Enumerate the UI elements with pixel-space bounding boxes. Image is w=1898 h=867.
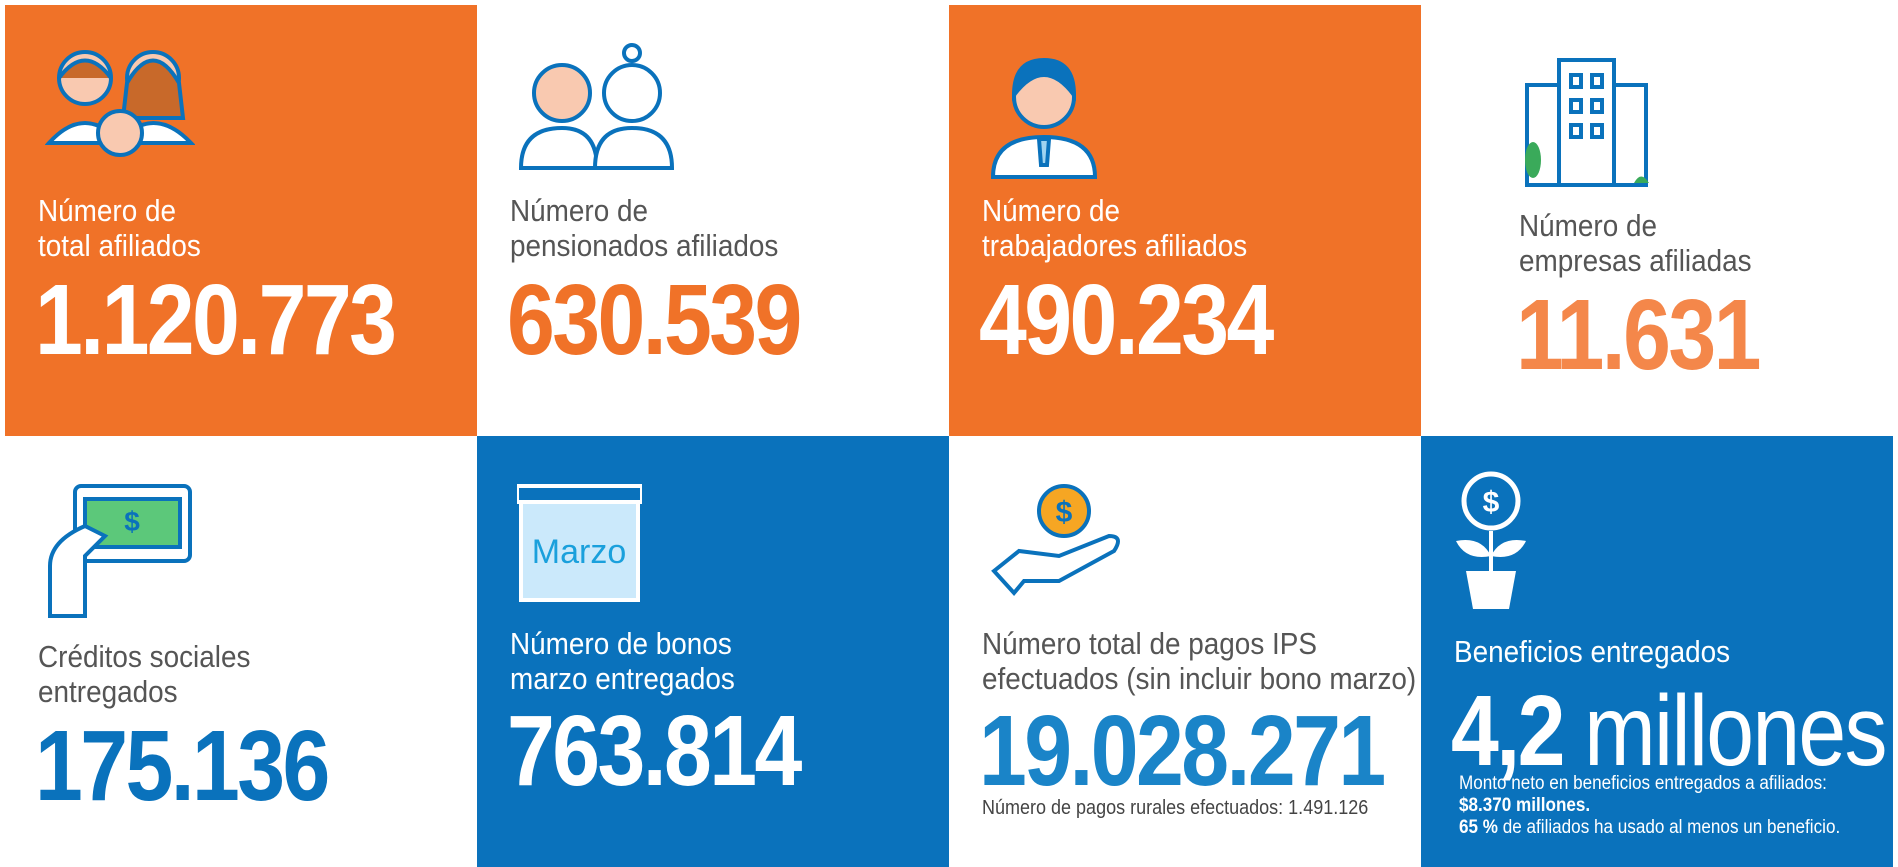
label-line: trabajadores afiliados xyxy=(982,228,1248,263)
label-line: Beneficios entregados xyxy=(1454,634,1731,669)
note-line: de afiliados ha usado al menos un benefi… xyxy=(1502,817,1841,838)
value-unit: millones xyxy=(1584,675,1887,787)
tile-value: 11.631 xyxy=(1516,279,1761,391)
calendar-icon: Marzo xyxy=(517,484,642,602)
value-number: 4,2 xyxy=(1451,675,1565,787)
tile-label: Número total de pagos IPS efectuados (sin… xyxy=(982,626,1416,696)
label-line: Número de xyxy=(38,193,177,228)
label-line: efectuados (sin incluir bono marzo) xyxy=(982,661,1417,696)
label-line: pensionados afiliados xyxy=(510,228,779,263)
tile-value: 19.028.271 xyxy=(979,695,1386,807)
label-line: Créditos sociales xyxy=(38,639,251,674)
tile-value: 763.814 xyxy=(507,695,802,807)
label-line: marzo entregados xyxy=(510,661,735,696)
label-line: Número total de pagos IPS xyxy=(982,626,1317,661)
tile-notes: Monto neto en beneficios entregados a af… xyxy=(1459,773,1840,839)
tile: Marzo Número de bonos marzo entregados 76… xyxy=(477,436,949,867)
pensioner-icon xyxy=(518,43,675,170)
tile-label: Número de total afiliados xyxy=(38,193,201,263)
tile-label: Beneficios entregados xyxy=(1454,634,1730,669)
family-icon xyxy=(45,50,195,157)
tile: Número de empresas afiliadas 11.631 xyxy=(1421,5,1893,436)
label-line: total afiliados xyxy=(38,228,201,263)
svg-text:$: $ xyxy=(1483,486,1500,519)
building-icon xyxy=(1525,58,1649,187)
worker-icon xyxy=(990,57,1098,179)
tile-grid: Número de total afiliados 1.120.773 Númer… xyxy=(5,5,1893,867)
tile: $ Beneficios entregados 4,2 millones Mon… xyxy=(1421,436,1893,867)
calendar-text: Marzo xyxy=(532,533,626,571)
tile-label: Número de empresas afiliadas xyxy=(1519,208,1752,278)
payment-icon: $ xyxy=(991,484,1120,597)
tile: Número de pensionados afiliados 630.539 xyxy=(477,5,949,436)
label-line: empresas afiliadas xyxy=(1519,243,1752,278)
note-bold: 65 % xyxy=(1459,817,1498,838)
tile-value: 1.120.773 xyxy=(35,264,397,376)
tile: $ Número total de pagos IPS efectuados (s… xyxy=(949,436,1421,867)
tile: Número de total afiliados 1.120.773 xyxy=(5,5,477,436)
label-line: Número de xyxy=(1519,208,1658,243)
tile-label: Número de bonos marzo entregados xyxy=(510,626,735,696)
label-line: Número de xyxy=(982,193,1121,228)
svg-text:$: $ xyxy=(1056,496,1073,529)
tile-value: 175.136 xyxy=(35,710,330,822)
tile-label: Número de pensionados afiliados xyxy=(510,193,778,263)
tile-label: Número de trabajadores afiliados xyxy=(982,193,1247,263)
label-line: entregados xyxy=(38,674,178,709)
svg-text:$: $ xyxy=(124,506,140,537)
note-line: Monto neto en beneficios entregados a af… xyxy=(1459,773,1827,794)
label-line: Número de bonos xyxy=(510,626,732,661)
tile: $ Créditos sociales entregados 175.136 xyxy=(5,436,477,867)
label-line: Número de xyxy=(510,193,649,228)
benefit-icon: $ xyxy=(1456,471,1526,609)
tile-value: 630.539 xyxy=(507,264,802,376)
note-line: $8.370 millones. xyxy=(1459,795,1591,816)
tile-value: 4,2 millones xyxy=(1451,681,1888,781)
tile-label: Créditos sociales entregados xyxy=(38,639,250,709)
money-icon: $ xyxy=(48,484,192,618)
tile-value: 490.234 xyxy=(979,264,1274,376)
tile: Número de trabajadores afiliados 490.234 xyxy=(949,5,1421,436)
tile-note: Número de pagos rurales efectuados: 1.49… xyxy=(982,797,1369,819)
